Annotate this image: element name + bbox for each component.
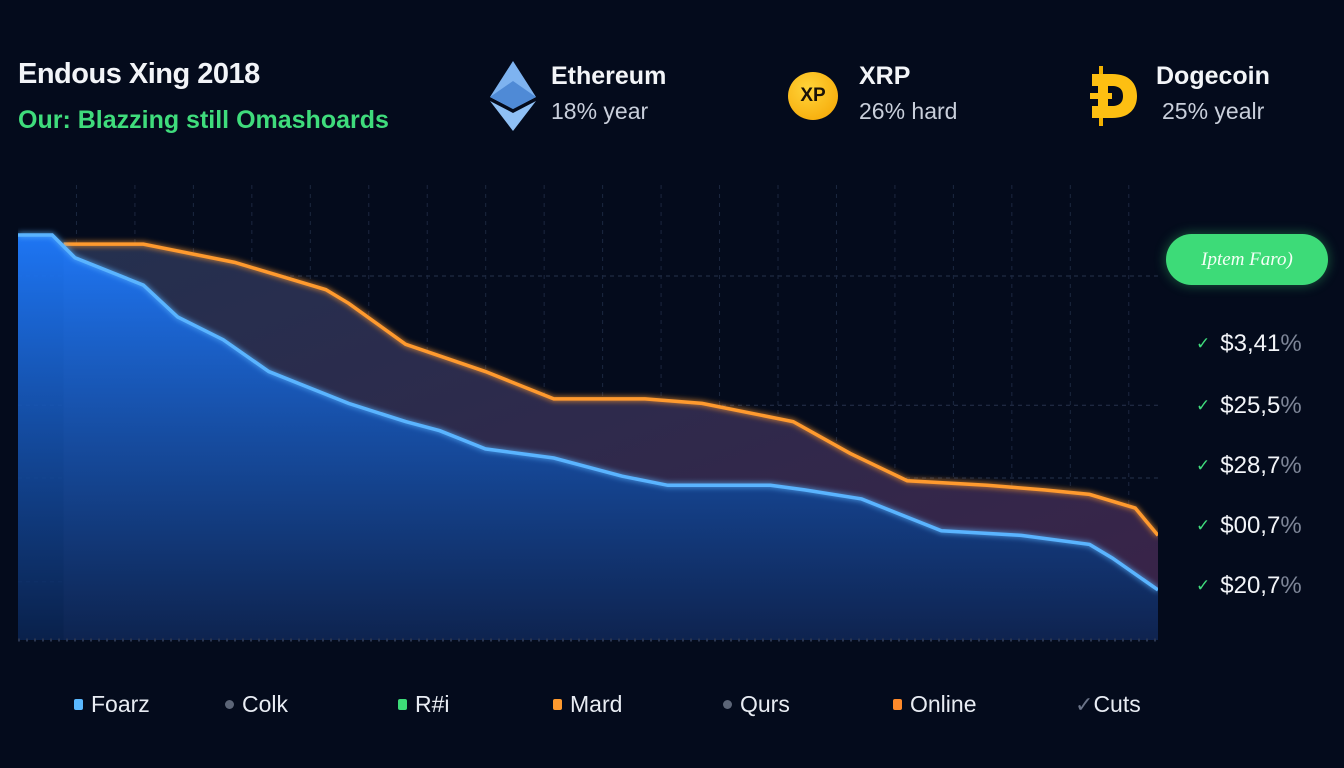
check-icon: ✓ [1196, 334, 1211, 353]
check-icon: ✓ [1075, 691, 1094, 717]
check-icon: ✓ [1196, 396, 1211, 415]
price-amount: $25,5 [1220, 392, 1281, 419]
legend-item[interactable]: R#i [398, 691, 450, 718]
price-suffix: % [1280, 392, 1302, 419]
series-line [18, 233, 1158, 592]
check-icon: ✓ [1196, 516, 1211, 535]
coin-change-ethereum: 18% year [551, 98, 649, 124]
check-icon: ✓ [1196, 576, 1211, 595]
legend-swatch [398, 699, 407, 710]
ethereum-icon [490, 61, 536, 136]
item-button[interactable]: Iptem Faro) [1166, 234, 1328, 285]
legend-label: R#i [415, 691, 450, 717]
price-value-row: ✓ $25,5% [1196, 392, 1302, 420]
coin-change-dogecoin: 25% yealr [1162, 98, 1265, 124]
legend-label: Qurs [740, 691, 790, 717]
series-line [63, 242, 1158, 537]
dogecoin-icon [1090, 66, 1138, 131]
legend-item[interactable]: Online [893, 691, 976, 718]
coin-name-dogecoin: Dogecoin [1156, 62, 1270, 90]
legend-swatch [74, 699, 83, 710]
page-title: Endous Xing 2018 [18, 58, 260, 90]
coin-name-xrp: XRP [859, 62, 911, 90]
price-value-row: ✓ $28,7% [1196, 452, 1302, 480]
price-amount: $28,7 [1220, 452, 1281, 479]
legend-label: Online [910, 691, 977, 717]
xrp-icon: XP [788, 72, 838, 120]
price-amount: $00,7 [1220, 512, 1281, 539]
series-area [18, 235, 1158, 641]
legend-dot [225, 700, 234, 709]
price-suffix: % [1280, 330, 1302, 357]
price-suffix: % [1280, 572, 1302, 599]
legend-item[interactable]: Mard [553, 691, 622, 718]
price-value-row: ✓ $3,41% [1196, 330, 1302, 358]
price-suffix: % [1280, 452, 1302, 479]
price-suffix: % [1280, 512, 1302, 539]
legend-item[interactable]: ✓ Cuts [1075, 691, 1141, 718]
page-subtitle: Our: Blazzing still Omashoards [18, 106, 389, 134]
legend-label: Cuts [1093, 691, 1141, 717]
legend-item[interactable]: Qurs [723, 691, 790, 718]
legend-label: Mard [570, 691, 623, 717]
price-value-row: ✓ $20,7% [1196, 572, 1302, 600]
legend-swatch [893, 699, 902, 710]
legend-label: Colk [242, 691, 289, 717]
legend-label: Foarz [91, 691, 150, 717]
coin-change-xrp: 26% hard [859, 98, 958, 124]
coin-name-ethereum: Ethereum [551, 62, 667, 90]
price-chart [18, 185, 1158, 642]
price-value-row: ✓ $00,7% [1196, 512, 1302, 540]
check-icon: ✓ [1196, 456, 1211, 475]
legend-swatch [553, 699, 562, 710]
price-amount: $20,7 [1220, 572, 1281, 599]
legend-item[interactable]: Colk [225, 691, 288, 718]
legend-dot [723, 700, 732, 709]
legend-item[interactable]: Foarz [74, 691, 150, 718]
price-amount: $3,41 [1220, 330, 1281, 357]
